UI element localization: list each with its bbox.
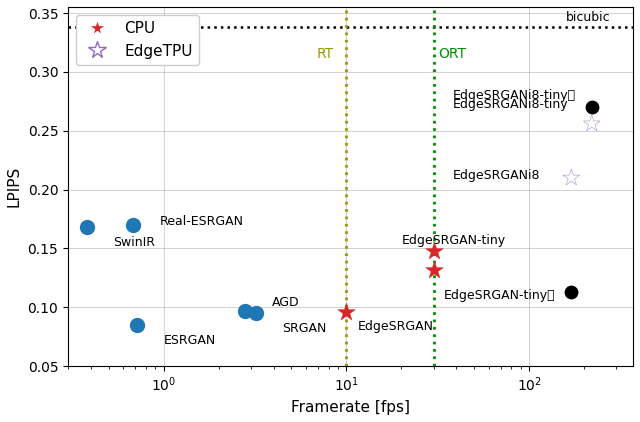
- Point: [566, 289, 577, 295]
- Point: [587, 104, 597, 111]
- Point: [132, 322, 143, 328]
- Text: EdgeSRGANi8: EdgeSRGANi8: [452, 169, 540, 182]
- Point: [341, 308, 351, 315]
- Text: EdgeSRGANi8-tiny: EdgeSRGANi8-tiny: [452, 98, 568, 111]
- Y-axis label: LPIPS: LPIPS: [7, 166, 22, 207]
- Text: ESRGAN: ESRGAN: [164, 334, 216, 347]
- Text: EdgeSRGAN-tiny: EdgeSRGAN-tiny: [401, 234, 506, 247]
- Text: EdgeSRGAN: EdgeSRGAN: [358, 319, 433, 333]
- Text: EdgeSRGAN-tinyⓀ: EdgeSRGAN-tinyⓀ: [444, 289, 555, 302]
- Text: ORT: ORT: [438, 47, 467, 61]
- Text: RT: RT: [316, 47, 333, 61]
- Point: [128, 222, 138, 228]
- Text: Real-ESRGAN: Real-ESRGAN: [159, 215, 244, 228]
- Point: [240, 308, 250, 314]
- Legend: CPU, EdgeTPU: CPU, EdgeTPU: [76, 15, 199, 65]
- Point: [428, 247, 438, 254]
- Point: [587, 120, 597, 127]
- Text: AGD: AGD: [272, 296, 300, 309]
- Point: [428, 266, 438, 273]
- Text: SwinIR: SwinIR: [113, 236, 156, 249]
- Text: SRGAN: SRGAN: [283, 322, 327, 335]
- Point: [82, 224, 92, 231]
- Text: bicubic: bicubic: [566, 11, 611, 24]
- Point: [566, 174, 577, 181]
- Point: [251, 310, 261, 316]
- Text: EdgeSRGANi8-tinyⓀ: EdgeSRGANi8-tinyⓀ: [452, 89, 575, 102]
- X-axis label: Framerate [fps]: Framerate [fps]: [291, 400, 410, 415]
